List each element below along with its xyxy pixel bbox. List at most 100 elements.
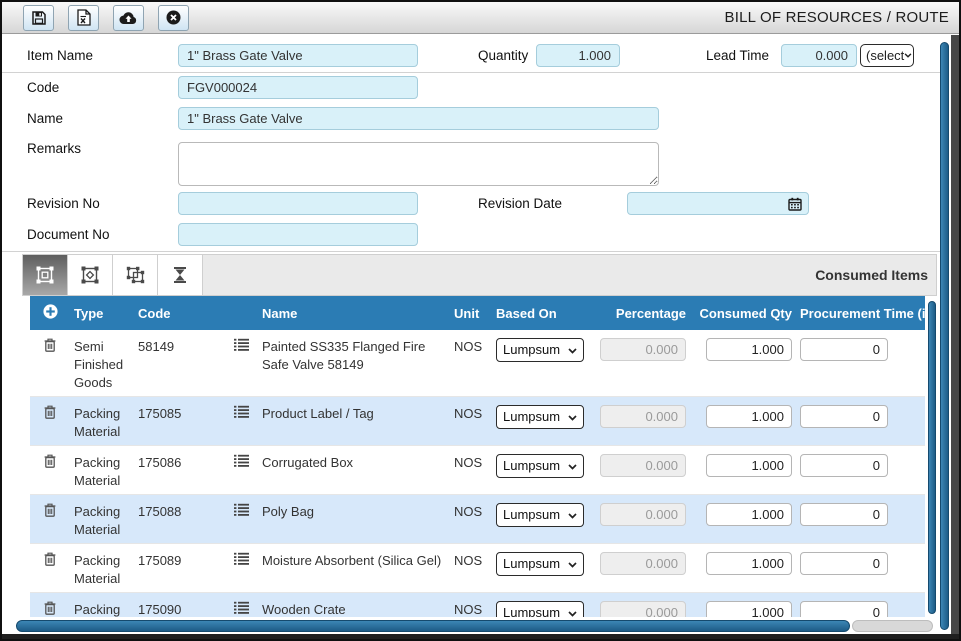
header-name[interactable]: Name	[262, 305, 298, 321]
lead-time-unit-select[interactable]: (select	[860, 44, 914, 67]
revision-no-input[interactable]	[178, 192, 418, 215]
table-vertical-scrollbar[interactable]	[928, 301, 936, 614]
calendar-icon[interactable]	[788, 197, 802, 211]
right-edge-strip	[951, 35, 959, 639]
item-details-list-icon[interactable]	[233, 338, 249, 356]
based-on-select[interactable]: Lumpsum	[496, 338, 584, 362]
revision-date-input[interactable]	[627, 192, 809, 215]
tab-object-ungroup[interactable]	[113, 255, 158, 295]
item-details-list-icon[interactable]	[233, 601, 249, 617]
based-on-value: Lumpsum	[503, 556, 561, 571]
name-label: Name	[27, 111, 64, 126]
consumed-qty-input[interactable]	[706, 338, 792, 361]
status-bar	[2, 634, 959, 639]
cancel-circle-icon	[166, 10, 181, 25]
delete-row-icon[interactable]	[44, 405, 56, 424]
based-on-select[interactable]: Lumpsum	[496, 454, 584, 478]
document-no-label: Document No	[27, 227, 110, 242]
add-row-icon[interactable]	[42, 304, 58, 322]
item-details-list-icon[interactable]	[233, 503, 249, 521]
row-code: 175085	[138, 406, 182, 421]
export-excel-button[interactable]	[68, 4, 99, 31]
procurement-time-input[interactable]	[800, 405, 888, 428]
save-button[interactable]	[23, 4, 54, 31]
table-row: Packing Material 175089 Moisture Absorbe…	[30, 544, 925, 593]
based-on-select[interactable]: Lumpsum	[496, 503, 584, 527]
detail-tabstrip: Consumed Items	[22, 254, 937, 296]
procurement-time-input[interactable]	[800, 601, 888, 617]
tab-object-frame[interactable]	[68, 255, 113, 295]
row-unit: NOS	[454, 406, 483, 421]
table-body: Semi Finished Goods 58149 Painted SS335 …	[30, 330, 925, 617]
row-name: Wooden Crate	[262, 602, 346, 617]
revision-date-label: Revision Date	[478, 196, 563, 211]
horizontal-scrollbar[interactable]	[16, 620, 933, 632]
row-name: Poly Bag	[262, 504, 315, 519]
header-based-on[interactable]: Based On	[496, 305, 557, 321]
row-code: 58149	[138, 339, 175, 354]
header-procurement-time[interactable]: Procurement Time (i	[800, 305, 925, 321]
tab-hourglass[interactable]	[158, 255, 203, 295]
consumed-qty-input[interactable]	[706, 405, 792, 428]
based-on-select[interactable]: Lumpsum	[496, 601, 584, 617]
item-details-list-icon[interactable]	[233, 405, 249, 423]
header-code[interactable]: Code	[138, 305, 171, 321]
hourglass-icon	[172, 266, 188, 284]
procurement-time-input[interactable]	[800, 454, 888, 477]
chevron-down-icon	[568, 341, 577, 359]
consumed-qty-input[interactable]	[706, 601, 792, 617]
row-type: Semi Finished Goods	[74, 339, 124, 390]
excel-file-icon	[76, 9, 91, 26]
code-label: Code	[27, 80, 60, 95]
header-unit[interactable]: Unit	[454, 305, 480, 321]
item-name-label: Item Name	[27, 48, 94, 63]
object-ungroup-icon	[126, 266, 145, 284]
page-title: BILL OF RESOURCES / ROUTE	[724, 9, 949, 26]
toolbar: BILL OF RESOURCES / ROUTE	[2, 2, 959, 34]
horizontal-scrollbar-thumb[interactable]	[16, 620, 851, 632]
remarks-textarea[interactable]	[178, 142, 659, 186]
header-percentage[interactable]: Percentage	[615, 305, 686, 321]
document-no-input[interactable]	[178, 223, 418, 246]
consumed-qty-input[interactable]	[706, 454, 792, 477]
item-details-list-icon[interactable]	[233, 454, 249, 472]
delete-row-icon[interactable]	[44, 338, 56, 357]
delete-row-icon[interactable]	[44, 552, 56, 571]
percentage-input	[600, 552, 686, 575]
cancel-button[interactable]	[158, 4, 189, 31]
based-on-value: Lumpsum	[503, 409, 561, 424]
chevron-down-icon	[568, 408, 577, 426]
item-details-list-icon[interactable]	[233, 552, 249, 570]
based-on-value: Lumpsum	[503, 605, 561, 617]
page-vertical-scrollbar[interactable]	[940, 42, 949, 630]
based-on-value: Lumpsum	[503, 342, 561, 357]
row-code: 175086	[138, 455, 182, 470]
procurement-time-input[interactable]	[800, 552, 888, 575]
delete-row-icon[interactable]	[44, 503, 56, 522]
floppy-disk-icon	[31, 10, 47, 26]
procurement-time-input[interactable]	[800, 338, 888, 361]
item-name-input[interactable]	[178, 44, 418, 67]
cloud-upload-icon	[119, 11, 138, 25]
remarks-label: Remarks	[27, 141, 82, 156]
chevron-down-icon	[568, 555, 577, 573]
based-on-select[interactable]: Lumpsum	[496, 552, 584, 576]
row-unit: NOS	[454, 455, 483, 470]
consumed-qty-input[interactable]	[706, 503, 792, 526]
delete-row-icon[interactable]	[44, 454, 56, 473]
lead-time-input[interactable]	[781, 44, 857, 67]
delete-row-icon[interactable]	[44, 601, 56, 617]
row-code: 175089	[138, 553, 182, 568]
upload-button[interactable]	[113, 4, 144, 31]
based-on-select[interactable]: Lumpsum	[496, 405, 584, 429]
quantity-input[interactable]	[536, 44, 620, 67]
quantity-label: Quantity	[478, 48, 529, 63]
procurement-time-input[interactable]	[800, 503, 888, 526]
header-consumed-qty[interactable]: Consumed Qty	[699, 305, 792, 321]
code-input[interactable]	[178, 76, 418, 99]
consumed-qty-input[interactable]	[706, 552, 792, 575]
header-type[interactable]: Type	[74, 305, 104, 321]
name-input[interactable]	[178, 107, 659, 130]
row-type: Packing Material	[74, 455, 121, 488]
tab-consumed-items[interactable]	[23, 255, 68, 295]
